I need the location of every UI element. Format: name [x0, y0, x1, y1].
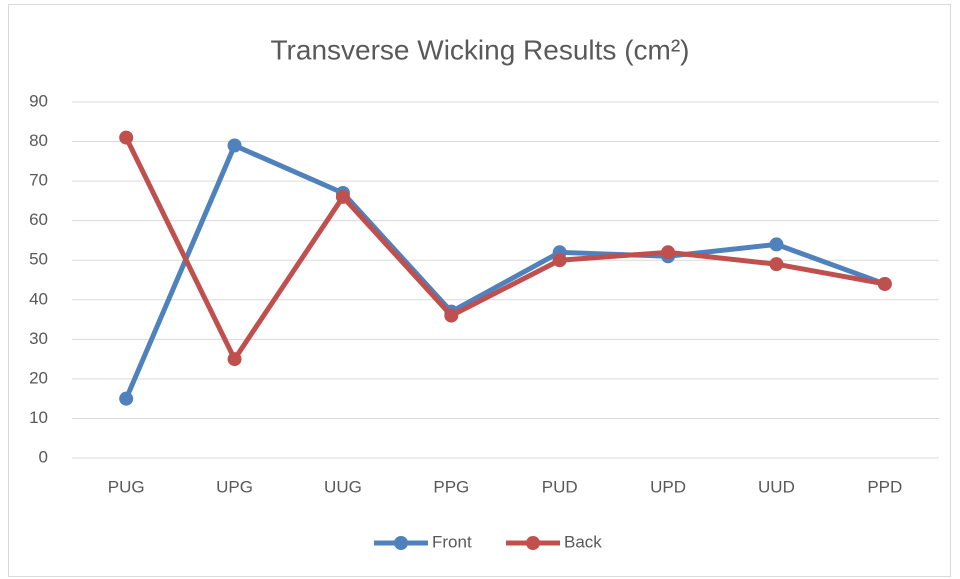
- legend-label: Front: [432, 532, 472, 551]
- x-tick-label: UPG: [216, 477, 253, 496]
- x-tick-label: PUD: [542, 477, 578, 496]
- x-tick-label: UUD: [758, 477, 795, 496]
- x-tick-label: UPD: [650, 477, 686, 496]
- y-tick-label: 70: [29, 171, 48, 190]
- y-tick-label: 90: [29, 91, 48, 110]
- legend-label: Back: [564, 532, 602, 551]
- x-tick-label: UUG: [324, 477, 362, 496]
- data-point: [227, 138, 242, 153]
- legend-marker: [526, 536, 540, 550]
- legend-marker: [394, 536, 408, 550]
- data-point: [661, 245, 676, 260]
- y-tick-label: 80: [29, 131, 48, 150]
- series-line: [123, 143, 888, 402]
- y-tick-label: 60: [29, 210, 48, 229]
- y-tick-label: 30: [29, 329, 48, 348]
- data-point: [769, 257, 784, 272]
- data-point: [444, 308, 459, 323]
- data-point: [119, 130, 134, 145]
- data-point: [552, 253, 567, 268]
- y-tick-label: 40: [29, 289, 48, 308]
- x-tick-label: PPG: [433, 477, 469, 496]
- data-point: [769, 237, 784, 252]
- y-tick-label: 10: [29, 408, 48, 427]
- data-point: [227, 352, 242, 367]
- data-point: [877, 276, 892, 291]
- x-tick-label: PPD: [867, 477, 902, 496]
- series-line: [123, 135, 888, 362]
- chart-title: Transverse Wicking Results (cm²): [270, 34, 689, 65]
- chart-border: [8, 4, 951, 577]
- data-point: [335, 189, 350, 204]
- x-tick-label: PUG: [108, 477, 145, 496]
- y-tick-label: 20: [29, 368, 48, 387]
- data-point: [119, 391, 134, 406]
- y-tick-label: 0: [39, 447, 48, 466]
- y-tick-label: 50: [29, 250, 48, 269]
